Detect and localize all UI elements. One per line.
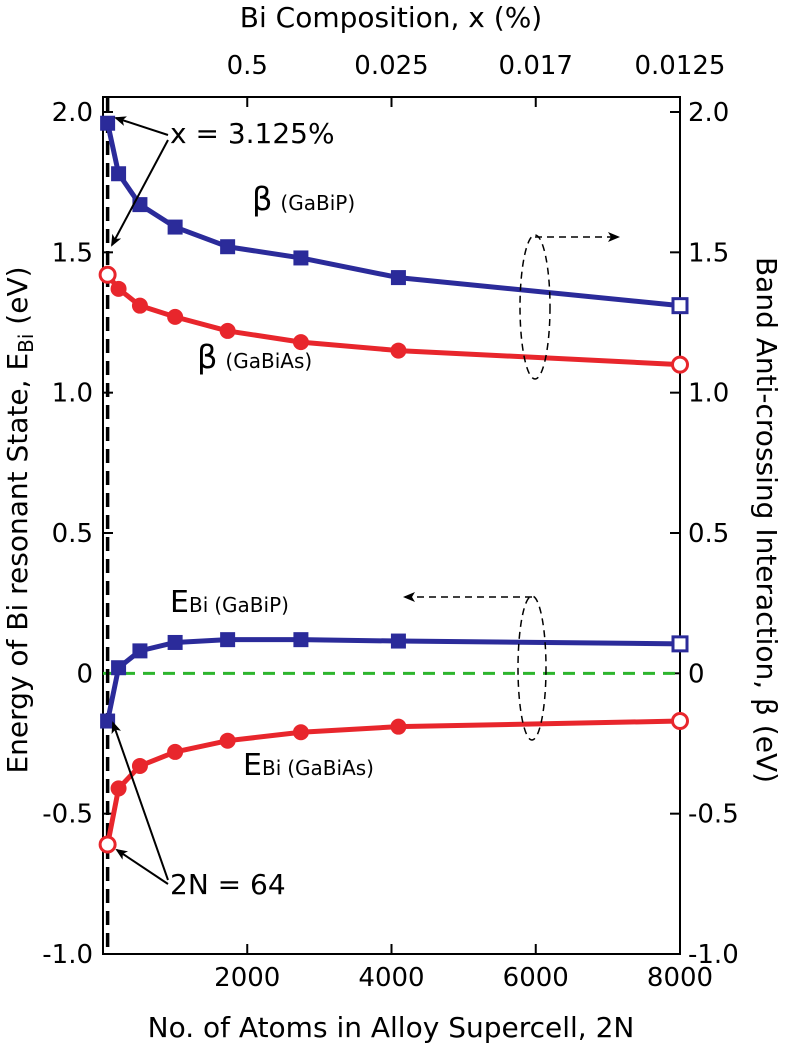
- data-point: [293, 250, 309, 266]
- y-left-tick-label: 0.5: [52, 519, 93, 549]
- data-point: [293, 632, 309, 648]
- right-axis-ellipse: [519, 234, 551, 380]
- label-ebi-gabip: EBi (GaBiP): [170, 585, 289, 620]
- data-point: [131, 757, 148, 774]
- y-right-tick-label: 0: [688, 659, 705, 689]
- label-ebi-gabias: EBi (GaBiAs): [243, 748, 374, 783]
- x-tick-label: 2000: [214, 963, 280, 993]
- composition-label: x = 3.125%: [170, 117, 335, 150]
- series-layer: [98, 115, 689, 854]
- data-point: [292, 334, 309, 351]
- y-right-tick-label: 1.5: [688, 238, 729, 268]
- series-line: [105, 637, 681, 722]
- series-ebi-gabip-: [100, 632, 689, 729]
- ticks-layer: 2000 4000 6000 8000 0.5 0.025 0.017 0.0125 2.0 2.…: [42, 51, 738, 993]
- x-tick-label: 8000: [647, 963, 713, 993]
- y-left-tick-label: 0: [76, 659, 93, 689]
- data-point: [111, 660, 127, 676]
- top-tick-label: 0.025: [354, 51, 428, 81]
- right-axis-indicator: [519, 232, 620, 380]
- data-point: [671, 712, 689, 731]
- data-point: [167, 743, 184, 760]
- y-right-tick-label: -0.5: [688, 800, 739, 830]
- data-point: [167, 219, 183, 235]
- y-left-tick-label: 1.0: [52, 379, 93, 409]
- plot-frame: [102, 96, 681, 955]
- top-tick-label: 0.017: [499, 51, 573, 81]
- data-point: [132, 643, 148, 659]
- series-ebi-gabias-: [98, 712, 689, 854]
- annotation-composition: x = 3.125%: [111, 116, 335, 247]
- y-left-title-part1: Energy of Bi resonant State, E: [1, 353, 34, 774]
- data-point: [98, 835, 117, 854]
- data-point: [390, 718, 407, 735]
- series--gabias-: [98, 265, 689, 374]
- y-left-tick-label: -1.0: [42, 940, 93, 970]
- data-point: [220, 632, 236, 648]
- y-left-tick-label: -0.5: [42, 800, 93, 830]
- data-point: [390, 270, 406, 286]
- y-right-tick-label: 2.0: [688, 98, 729, 128]
- data-point: [98, 265, 117, 284]
- y-left-title-part2: Bi: [14, 334, 38, 353]
- x-tick-label: 6000: [503, 963, 569, 993]
- series--gabip-: [100, 115, 689, 315]
- annotation-atoms: 2N = 64: [111, 721, 286, 901]
- left-axis-indicator: [403, 592, 547, 741]
- data-point: [390, 342, 407, 359]
- data-point: [110, 280, 127, 297]
- data-point: [292, 724, 309, 741]
- series-line: [105, 718, 681, 846]
- data-point: [671, 297, 689, 315]
- label-beta-gabias: β (GaBiAs): [197, 338, 312, 376]
- y-axis-left-title: Energy of Bi resonant State, EBi (eV): [1, 266, 38, 773]
- top-tick-label: 0.5: [227, 51, 268, 81]
- data-point: [110, 780, 127, 797]
- y-right-tick-label: -1.0: [688, 940, 739, 970]
- atoms-arrow-1: [111, 721, 169, 881]
- composition-arrow-2: [111, 139, 169, 247]
- data-point: [167, 634, 183, 650]
- composition-arrow-1: [114, 116, 169, 136]
- data-point: [100, 713, 116, 729]
- data-point: [671, 355, 689, 374]
- data-point: [390, 633, 406, 649]
- y-axis-right-title: Band Anti-crossing Interaction, β (eV): [750, 257, 783, 783]
- data-point: [167, 308, 184, 325]
- data-point: [219, 322, 236, 339]
- atoms-label: 2N = 64: [170, 868, 286, 901]
- data-point: [220, 239, 236, 255]
- top-tick-label: 0.0125: [635, 51, 726, 81]
- y-left-title-part3: (eV): [1, 266, 34, 333]
- left-axis-ellipse: [517, 595, 547, 741]
- y-left-tick-label: 1.5: [52, 238, 93, 268]
- data-point: [671, 635, 689, 653]
- data-point: [219, 732, 236, 749]
- atoms-arrow-2: [115, 848, 169, 885]
- x-tick-label: 4000: [358, 963, 424, 993]
- data-point: [100, 115, 116, 131]
- x-axis-title: No. of Atoms in Alloy Supercell, 2N: [148, 1011, 635, 1044]
- top-axis-title: Bi Composition, x (%): [240, 1, 542, 34]
- label-beta-gabip: β (GaBiP): [252, 180, 355, 218]
- y-right-tick-label: 0.5: [688, 519, 729, 549]
- data-point: [131, 297, 148, 314]
- y-left-tick-label: 2.0: [52, 98, 93, 128]
- data-point: [111, 166, 127, 182]
- reference-lines: [103, 97, 680, 954]
- y-right-tick-label: 1.0: [688, 379, 729, 409]
